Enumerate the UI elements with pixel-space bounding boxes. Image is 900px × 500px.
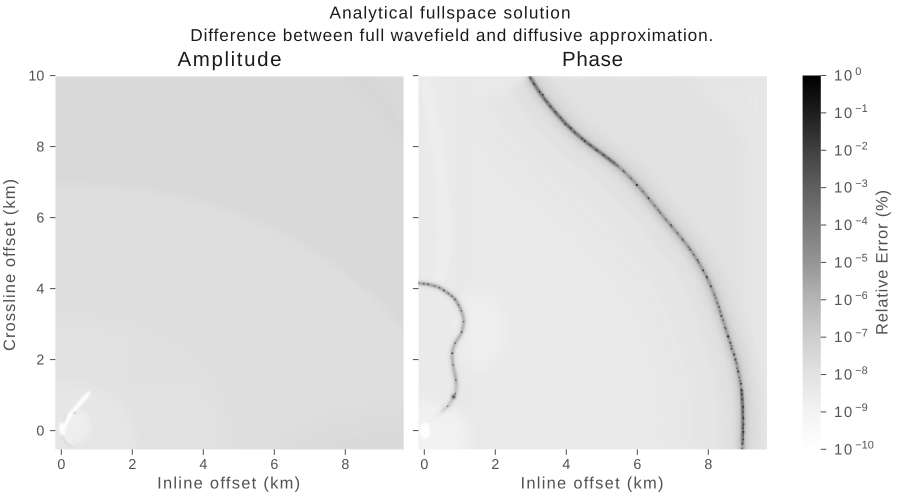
svg-text:4: 4 <box>36 282 44 298</box>
svg-text:8: 8 <box>341 457 349 473</box>
svg-text:10−9: 10 −9 <box>834 402 868 421</box>
svg-text:10: 10 <box>28 69 44 85</box>
svg-text:10−10: 10 −10 <box>834 440 874 459</box>
svg-text:Inline offset (km): Inline offset (km) <box>521 475 664 493</box>
svg-text:6: 6 <box>36 211 44 227</box>
svg-text:Analytical fullspace solution: Analytical fullspace solution <box>330 3 571 23</box>
svg-text:10−2: 10 −2 <box>834 141 868 160</box>
svg-text:10−4: 10 −4 <box>834 215 868 234</box>
svg-text:6: 6 <box>633 457 641 473</box>
svg-text:Inline offset (km): Inline offset (km) <box>157 475 300 493</box>
svg-text:2: 2 <box>491 457 499 473</box>
svg-text:10−1: 10 −1 <box>834 103 868 122</box>
svg-text:Crossline offset (km): Crossline offset (km) <box>1 179 19 351</box>
svg-text:10−7: 10 −7 <box>834 327 868 346</box>
svg-text:10−6: 10 −6 <box>834 290 868 309</box>
svg-text:0: 0 <box>420 457 428 473</box>
svg-text:Relative Error (%): Relative Error (%) <box>873 190 891 335</box>
svg-text:100: 10 0 <box>834 66 861 85</box>
svg-text:0: 0 <box>36 424 44 440</box>
svg-text:10−3: 10 −3 <box>834 178 868 197</box>
svg-text:10−5: 10 −5 <box>834 253 868 272</box>
svg-text:4: 4 <box>562 457 570 473</box>
svg-text:8: 8 <box>704 457 712 473</box>
svg-text:4: 4 <box>199 457 207 473</box>
svg-text:0: 0 <box>57 457 65 473</box>
svg-text:Difference between full wavefi: Difference between full wavefield and di… <box>190 25 713 45</box>
svg-text:2: 2 <box>36 353 44 369</box>
svg-text:Phase: Phase <box>562 48 623 71</box>
svg-text:2: 2 <box>128 457 136 473</box>
svg-text:10−8: 10 −8 <box>834 365 868 384</box>
svg-text:8: 8 <box>36 140 44 156</box>
svg-text:6: 6 <box>270 457 278 473</box>
